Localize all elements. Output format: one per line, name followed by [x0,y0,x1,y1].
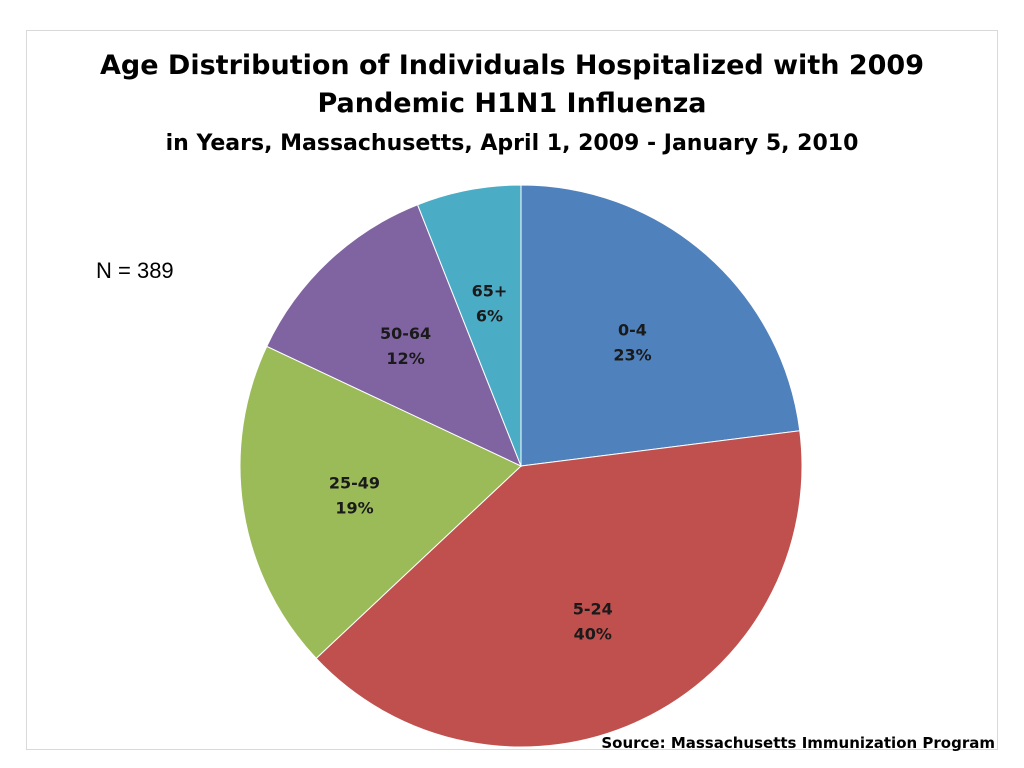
pie-slice-0-4 [520,184,801,467]
chart-title: Age Distribution of Individuals Hospital… [100,50,924,81]
slice-category-label: 50-64 [380,324,431,343]
slice-percent-label: 6% [476,306,503,325]
source-note: Source: Massachusetts Immunization Progr… [601,734,995,752]
pie-slice-25-49 [239,345,522,660]
slice-category-label: 0-4 [618,321,647,340]
pie-slice-5-24 [315,430,803,748]
chart-title-line-2: Pandemic H1N1 Influenza [317,88,707,119]
slice-category-label: 5-24 [573,600,613,619]
slice-percent-label: 19% [335,498,373,517]
slice-percent-label: 12% [386,349,424,368]
chart-subtitle: in Years, Massachusetts, April 1, 2009 -… [165,131,859,156]
slice-percent-label: 23% [613,346,651,365]
slice-category-label: 25-49 [329,473,380,492]
slice-category-label: 65+ [472,281,508,300]
chart-frame [26,30,998,750]
sample-size-label: N = 389 [96,258,174,283]
slice-percent-label: 40% [574,625,612,644]
pie-slice-65+ [416,184,522,467]
pie-slice-50-64 [266,204,522,467]
